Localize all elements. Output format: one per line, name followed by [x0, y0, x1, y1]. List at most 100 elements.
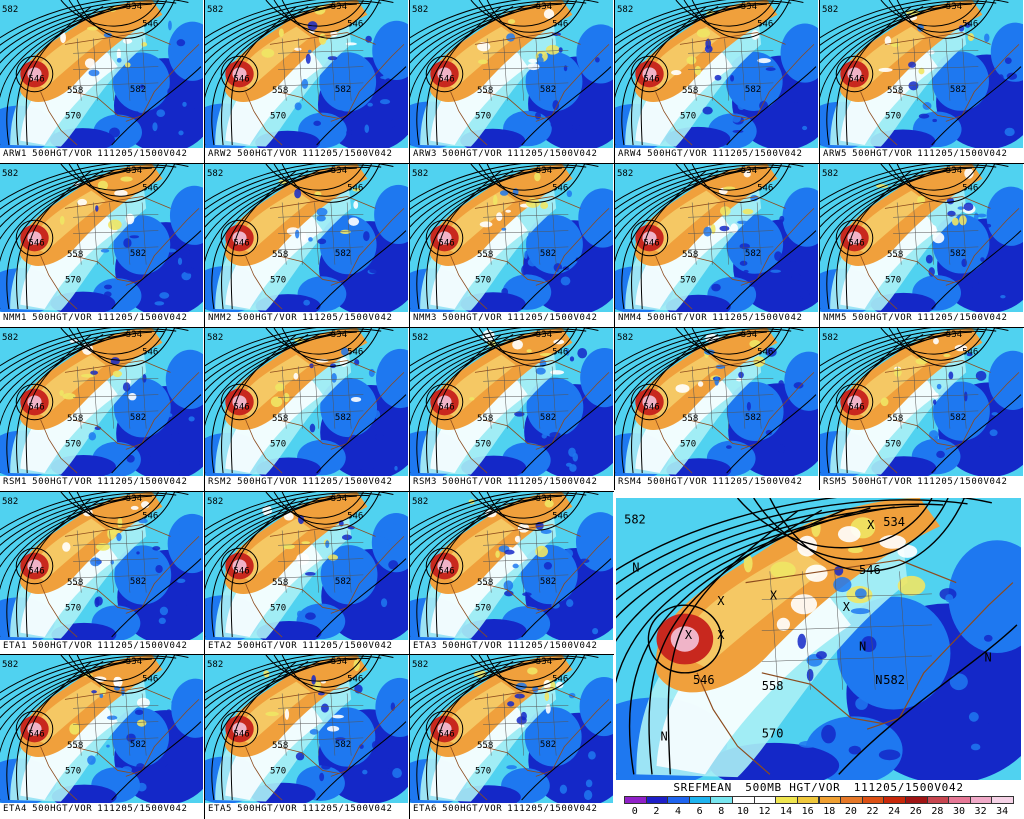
- contour-label-582: 582: [2, 497, 18, 507]
- vorticity-region: [374, 184, 408, 245]
- vorticity-region: [327, 554, 338, 561]
- height-contour: [691, 0, 791, 39]
- height-contour: [76, 328, 176, 367]
- height-contour: [15, 55, 54, 93]
- vorticity-region: [440, 26, 516, 89]
- vorticity-region: [967, 33, 975, 41]
- member-panel-arw2: 582 534 546 546 558 570 582 ARW2 500HGT/VOR 11120…: [205, 0, 408, 161]
- height-contour: [410, 2, 575, 55]
- height-contour: [426, 5, 514, 146]
- vorticity-region: [134, 709, 144, 715]
- vorticity-region: [535, 545, 548, 558]
- vorticity-region: [540, 201, 549, 210]
- height-contour: [410, 168, 538, 309]
- height-contour: [486, 492, 586, 531]
- state-line: [109, 202, 114, 265]
- vorticity-region: [136, 719, 147, 727]
- vorticity-max: [27, 559, 42, 573]
- mean-label-x: X: [717, 594, 725, 608]
- vorticity-region: [270, 396, 283, 408]
- state-line: [761, 624, 932, 631]
- state-line: [688, 230, 774, 234]
- vorticity-region: [949, 673, 968, 691]
- vorticity-region: [507, 19, 516, 24]
- contour-label-546-north: 546: [962, 348, 978, 358]
- height-contour: [435, 498, 502, 638]
- vorticity-region: [332, 714, 344, 719]
- height-contour: [281, 492, 381, 531]
- height-contour: [15, 219, 54, 257]
- height-contour: [631, 169, 719, 310]
- height-contour: [25, 170, 92, 310]
- vorticity-region: [348, 217, 360, 226]
- member-panel-eta3: 582 534 546 546 558 570 582 ETA3 500HGT/VOR 11120…: [410, 492, 613, 653]
- vorticity-region: [188, 416, 195, 422]
- vorticity-region: [932, 51, 989, 111]
- colorbar-tick-label: 4: [675, 806, 682, 817]
- vorticity-max: [27, 722, 42, 736]
- colorbar-labels: 0 2 4 6 8 10 12 14 16 18 20 22 24 26 28 30 32 34: [616, 806, 1021, 818]
- contour-label-582-east: 582: [950, 413, 966, 423]
- vorticity-region: [372, 462, 377, 469]
- state-line: [278, 378, 364, 382]
- contour-label-582: 582: [822, 169, 838, 179]
- height-contour: [820, 328, 997, 374]
- vorticity-region: [815, 651, 827, 660]
- vorticity-region: [878, 67, 893, 72]
- contour-label-582: 582: [207, 497, 223, 507]
- vorticity-region: [749, 339, 761, 348]
- vorticity-region: [20, 208, 118, 310]
- contour-label-534: 534: [126, 657, 142, 667]
- state-line: [278, 394, 364, 398]
- vorticity-region: [543, 679, 551, 690]
- contour-label-582: 582: [2, 169, 18, 179]
- state-line: [109, 693, 114, 756]
- vorticity-region: [516, 716, 527, 725]
- vorticity-region: [555, 681, 564, 689]
- height-contour: [435, 6, 502, 146]
- state-line: [893, 82, 979, 87]
- contour-label-582: 582: [2, 660, 18, 670]
- vorticity-region: [20, 699, 118, 801]
- height-contour: [896, 328, 996, 367]
- srefmean-valid: 111205/1500V042: [853, 781, 964, 794]
- height-contour: [616, 506, 895, 643]
- coastline: [40, 255, 78, 310]
- panel-divider: [409, 0, 410, 819]
- border-line: [474, 524, 581, 537]
- height-contour: [820, 0, 997, 46]
- height-contour: [470, 0, 569, 27]
- border-line: [892, 255, 955, 283]
- height-contour: [220, 710, 259, 748]
- state-line: [893, 378, 979, 382]
- state-line: [535, 366, 541, 429]
- vorticity-region: [837, 526, 861, 543]
- height-contour: [615, 328, 804, 367]
- vorticity-region: [69, 723, 80, 735]
- vorticity-region: [294, 188, 302, 199]
- vorticity-region: [99, 693, 104, 699]
- vorticity-region: [171, 700, 175, 704]
- vorticity-region: [172, 577, 179, 581]
- state-line: [929, 38, 934, 101]
- vorticity-region: [934, 435, 939, 440]
- vorticity-region: [122, 38, 133, 44]
- height-contour: [521, 394, 612, 474]
- contour-label-546-north: 546: [347, 512, 363, 522]
- height-contour: [836, 169, 924, 310]
- vorticity-region: [136, 697, 150, 708]
- vorticity-region: [261, 48, 275, 58]
- height-contour: [220, 383, 259, 421]
- state-line: [73, 721, 159, 725]
- contour-label-546: 546: [643, 402, 659, 412]
- vorticity-region: [504, 549, 515, 555]
- vorticity-region: [770, 561, 796, 579]
- state-line: [688, 378, 774, 382]
- contour-label-570: 570: [475, 439, 491, 449]
- colorbar-swatch: [645, 796, 669, 804]
- vorticity-region: [113, 676, 120, 687]
- vorticity-region: [778, 380, 784, 386]
- contour-label-582: 582: [412, 5, 428, 15]
- vorticity-region: [129, 235, 140, 239]
- member-caption: ETA2 500HGT/VOR 111205/1500V042: [205, 640, 408, 653]
